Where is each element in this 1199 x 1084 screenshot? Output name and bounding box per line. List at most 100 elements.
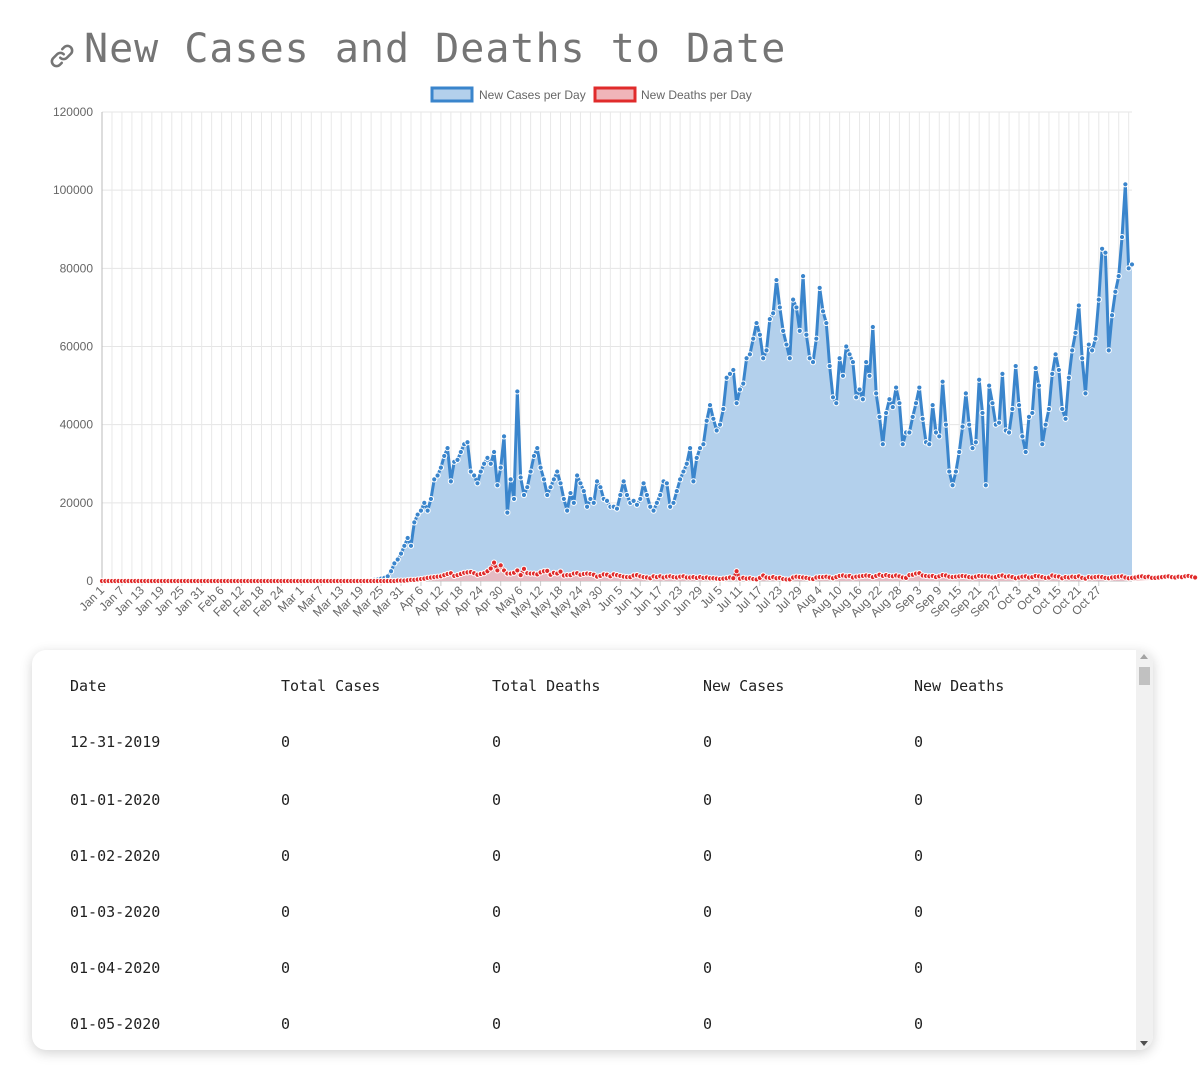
deaths-point[interactable] (544, 567, 551, 574)
cases-point[interactable] (799, 273, 807, 280)
cases-point[interactable] (417, 507, 425, 514)
cases-point[interactable] (1075, 302, 1082, 309)
cases-point[interactable] (723, 374, 730, 381)
cases-point[interactable] (939, 378, 946, 385)
cases-point[interactable] (866, 372, 873, 379)
cases-point[interactable] (580, 488, 587, 495)
cases-point[interactable] (397, 550, 405, 557)
link-icon[interactable] (48, 42, 76, 70)
cases-point[interactable] (1085, 341, 1092, 348)
cases-point[interactable] (677, 476, 684, 483)
scroll-down-icon[interactable] (1140, 1041, 1148, 1046)
cases-point[interactable] (756, 331, 763, 338)
cases-point[interactable] (813, 335, 820, 342)
cases-point[interactable] (740, 380, 747, 387)
cases-point[interactable] (893, 384, 900, 391)
cases-point[interactable] (1079, 355, 1086, 362)
cases-point[interactable] (504, 509, 511, 516)
cases-point[interactable] (1128, 261, 1136, 268)
cases-point[interactable] (766, 316, 773, 323)
cases-point[interactable] (999, 370, 1006, 377)
cases-point[interactable] (796, 327, 803, 334)
cases-point[interactable] (1045, 405, 1053, 413)
cases-point[interactable] (630, 497, 637, 504)
deaths-point[interactable] (497, 562, 504, 569)
deaths-point[interactable] (514, 567, 521, 574)
cases-point[interactable] (846, 351, 853, 358)
cases-point[interactable] (1102, 249, 1109, 256)
cases-point[interactable] (916, 384, 923, 391)
cases-point[interactable] (457, 448, 464, 456)
cases-point[interactable] (597, 484, 604, 491)
cases-point[interactable] (949, 482, 956, 489)
cases-point[interactable] (670, 499, 677, 506)
cases-point[interactable] (716, 421, 724, 428)
cases-point[interactable] (906, 429, 913, 436)
cases-point[interactable] (826, 362, 833, 370)
deaths-point[interactable] (494, 567, 501, 574)
cases-point[interactable] (786, 355, 793, 362)
cases-point[interactable] (986, 382, 993, 389)
table-scroll-area[interactable]: Date Total Cases Total Deaths New Cases … (32, 650, 1136, 1050)
deaths-point[interactable] (487, 565, 494, 572)
cases-point[interactable] (1062, 415, 1069, 422)
cases-point[interactable] (421, 499, 428, 506)
cases-point[interactable] (853, 394, 860, 401)
cases-point[interactable] (763, 347, 770, 354)
cases-point[interactable] (391, 560, 398, 567)
cases-point[interactable] (507, 476, 514, 483)
cases-point[interactable] (1035, 382, 1043, 389)
cases-point[interactable] (760, 355, 767, 362)
cases-point[interactable] (547, 484, 554, 491)
cases-point[interactable] (703, 417, 710, 424)
cases-point[interactable] (637, 495, 644, 503)
cases-point[interactable] (690, 478, 697, 485)
cases-point[interactable] (394, 556, 401, 563)
table-scrollbar[interactable] (1136, 650, 1153, 1050)
cases-point[interactable] (743, 355, 750, 362)
cases-point[interactable] (1049, 370, 1056, 377)
cases-point[interactable] (544, 491, 551, 499)
cases-point[interactable] (407, 542, 415, 549)
cases-point[interactable] (517, 474, 524, 481)
cases-point[interactable] (833, 400, 840, 407)
deaths-point[interactable] (520, 565, 528, 572)
cases-point[interactable] (936, 433, 943, 440)
cases-point[interactable] (946, 468, 953, 475)
cases-point[interactable] (1092, 335, 1099, 342)
cases-point[interactable] (1039, 441, 1046, 448)
cases-point[interactable] (590, 499, 597, 506)
cases-point[interactable] (819, 308, 827, 315)
cases-point[interactable] (780, 327, 787, 334)
cases-point[interactable] (1112, 288, 1119, 295)
deaths-point[interactable] (1192, 574, 1199, 581)
cases-point[interactable] (790, 296, 797, 303)
cases-point[interactable] (454, 456, 461, 463)
cases-point[interactable] (593, 478, 601, 485)
cases-point[interactable] (414, 511, 421, 518)
cases-point[interactable] (434, 472, 441, 479)
cases-point[interactable] (603, 497, 611, 504)
cases-point[interactable] (484, 454, 491, 461)
cases-point[interactable] (437, 464, 444, 471)
cases-point[interactable] (726, 370, 734, 377)
cases-point[interactable] (1082, 390, 1089, 397)
cases-point[interactable] (1108, 312, 1116, 319)
cases-point[interactable] (706, 402, 714, 409)
cases-point[interactable] (620, 478, 627, 485)
cases-point[interactable] (514, 388, 521, 395)
scrollbar-thumb[interactable] (1139, 667, 1150, 685)
cases-point[interactable] (730, 366, 737, 374)
cases-point[interactable] (1105, 347, 1112, 354)
cases-point[interactable] (570, 499, 577, 506)
cases-point[interactable] (849, 359, 857, 366)
cases-point[interactable] (776, 304, 783, 311)
cases-point[interactable] (574, 472, 581, 479)
cases-point[interactable] (584, 503, 591, 510)
cases-point[interactable] (667, 503, 674, 510)
cases-point[interactable] (1022, 448, 1029, 456)
cases-point[interactable] (886, 396, 893, 403)
cases-point[interactable] (959, 423, 966, 430)
deaths-point[interactable] (733, 568, 740, 575)
cases-point[interactable] (444, 445, 451, 452)
